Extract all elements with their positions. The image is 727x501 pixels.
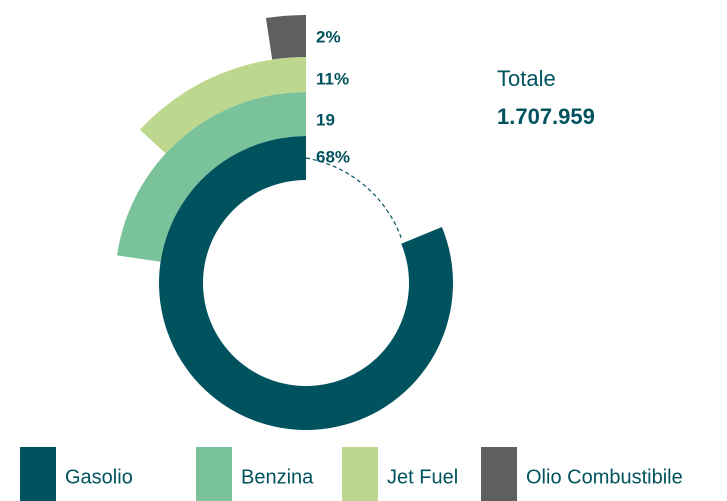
legend-label: Jet Fuel xyxy=(387,466,458,488)
ring-bar xyxy=(139,57,306,154)
legend-label: Olio Combustibile xyxy=(526,466,683,488)
value-label: 19 xyxy=(316,110,335,129)
value-label: 11% xyxy=(316,69,349,88)
legend-label: Gasolio xyxy=(65,466,133,488)
legend-swatch xyxy=(196,447,232,501)
legend-swatch xyxy=(342,447,378,501)
value-label: 68% xyxy=(316,147,350,166)
legend-swatch xyxy=(20,447,56,501)
ring-bar xyxy=(159,136,453,430)
ring-bar xyxy=(265,15,306,60)
total-label: Totale xyxy=(497,66,556,91)
legend-label: Benzina xyxy=(241,466,314,488)
value-label: 2% xyxy=(316,27,341,46)
reference-arc xyxy=(305,157,403,241)
total-value: 1.707.959 xyxy=(497,104,595,129)
legend-swatch xyxy=(481,447,517,501)
ring-bar xyxy=(117,92,306,262)
